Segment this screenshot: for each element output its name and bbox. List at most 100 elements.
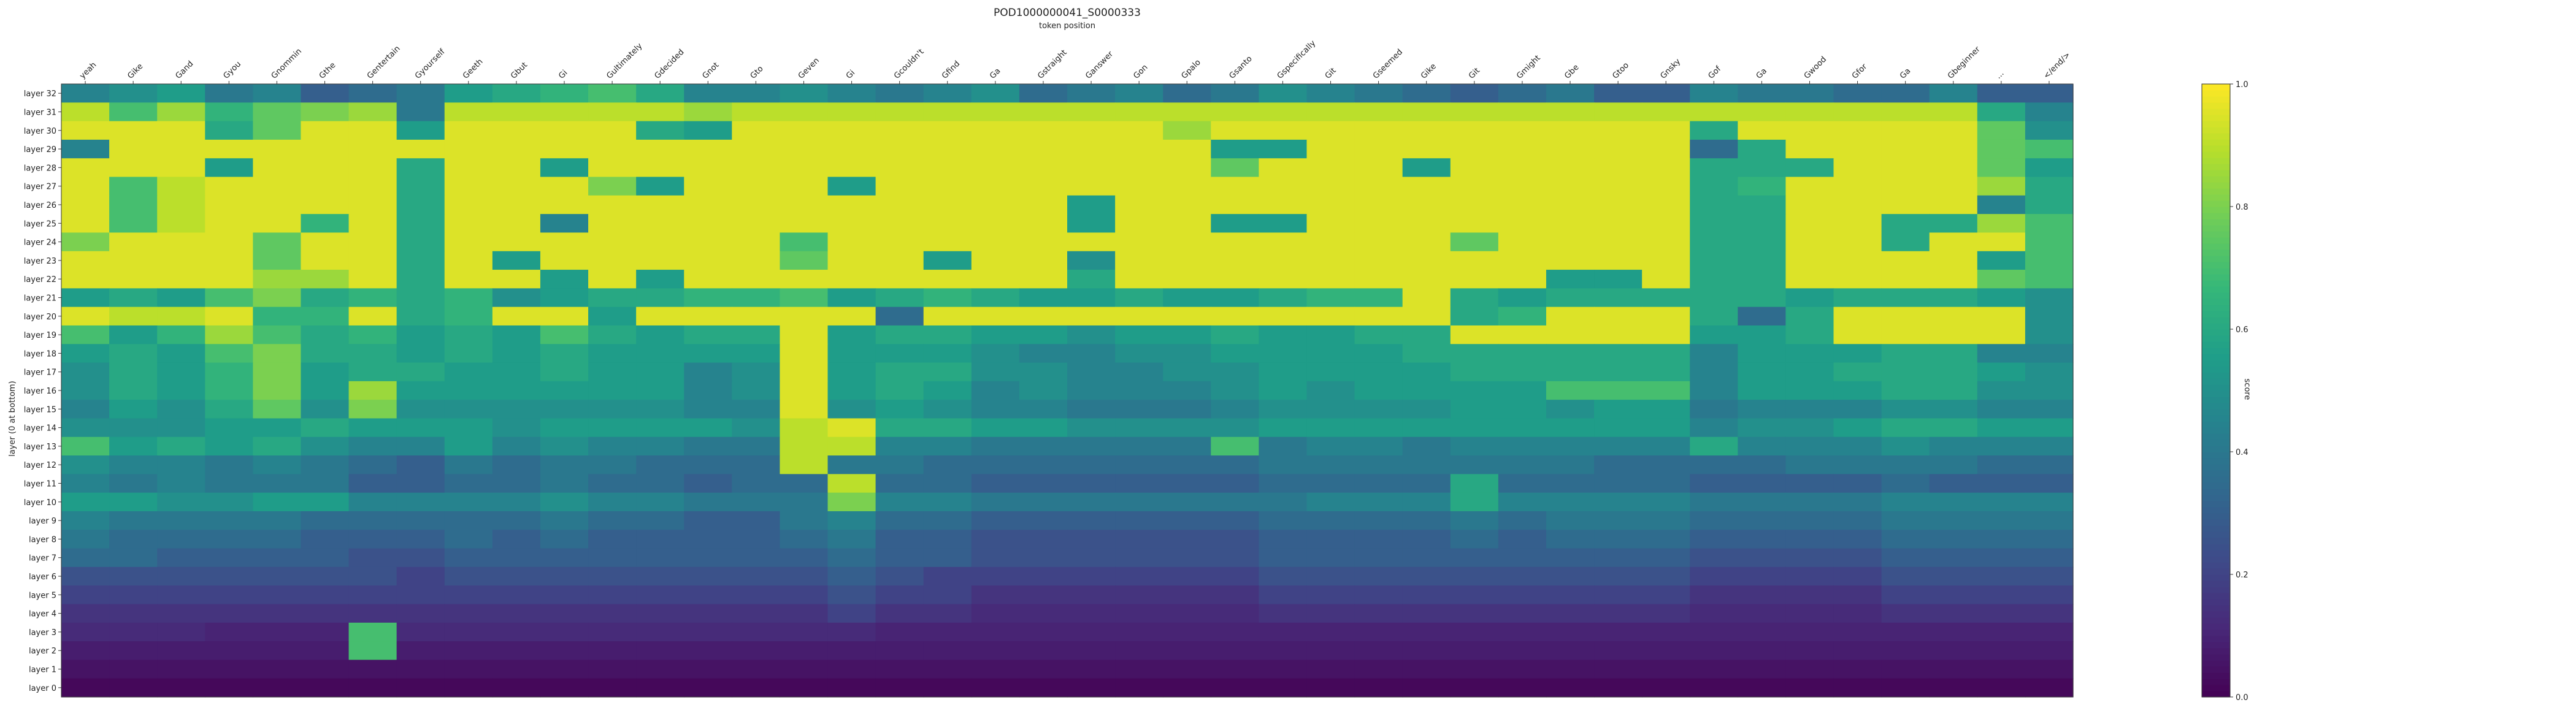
heatmap-cell <box>1881 548 1930 568</box>
heatmap-cell <box>1881 530 1930 549</box>
heatmap-cell <box>923 214 972 234</box>
heatmap-cell <box>684 400 732 419</box>
heatmap-cell <box>1402 84 1451 103</box>
heatmap-cell <box>1594 492 1643 512</box>
heatmap-cell <box>1642 344 1690 364</box>
heatmap-cell <box>780 139 829 159</box>
heatmap-cell <box>1929 139 1978 159</box>
colorbar-segment <box>2202 390 2230 397</box>
heatmap-cell <box>109 84 158 103</box>
heatmap-cell <box>1833 102 1882 122</box>
heatmap-cell <box>1785 548 1834 568</box>
x-tick-label: Gnsky <box>1658 57 1682 81</box>
heatmap-cell <box>1019 511 1068 530</box>
heatmap-cell <box>684 214 732 234</box>
y-tick-label: layer 5 <box>29 591 56 600</box>
heatmap-cell <box>492 511 541 530</box>
heatmap-cell <box>1594 270 1643 289</box>
heatmap-cell <box>1259 177 1308 196</box>
heatmap-cell <box>780 678 829 698</box>
heatmap-cell <box>875 566 924 586</box>
heatmap-cell <box>205 195 253 215</box>
heatmap-cell <box>1259 232 1308 252</box>
heatmap-cell <box>684 270 732 289</box>
colorbar-segment <box>2202 464 2230 471</box>
heatmap-cell <box>1929 84 1978 103</box>
heatmap-cell <box>1402 418 1451 438</box>
heatmap-cell <box>1929 214 1978 234</box>
heatmap-cell <box>1690 102 1738 122</box>
heatmap-cell <box>588 641 637 660</box>
colorbar-tick-label: 1.0 <box>2236 80 2248 89</box>
heatmap-cell <box>1354 585 1403 605</box>
heatmap-cell <box>1211 585 1259 605</box>
heatmap-cell <box>636 678 684 698</box>
heatmap-cell <box>875 604 924 623</box>
heatmap-cell <box>301 84 350 103</box>
heatmap-cell <box>1690 492 1738 512</box>
heatmap-cell <box>780 604 829 623</box>
heatmap-cell <box>780 585 829 605</box>
heatmap-cell <box>1594 362 1643 382</box>
heatmap-cell <box>1833 474 1882 493</box>
heatmap-cell <box>1594 84 1643 103</box>
heatmap-cell <box>1354 474 1403 493</box>
heatmap-cell <box>1163 195 1211 215</box>
heatmap-cell <box>1929 474 1978 493</box>
colorbar-segment <box>2202 544 2230 550</box>
heatmap-cell <box>1450 585 1499 605</box>
heatmap-cell <box>1498 622 1547 642</box>
heatmap-cell <box>492 251 541 270</box>
heatmap-cell <box>1115 344 1163 364</box>
heatmap-cell <box>1642 177 1690 196</box>
colorbar-segment <box>2202 679 2230 685</box>
heatmap-cell <box>1450 232 1499 252</box>
heatmap-cell <box>1642 418 1690 438</box>
x-tick-label: Ga <box>1898 66 1912 80</box>
heatmap-cell <box>348 158 397 178</box>
heatmap-cell <box>444 121 493 140</box>
heatmap-cell <box>1402 121 1451 140</box>
colorbar-segment <box>2202 427 2230 434</box>
heatmap-cell <box>1690 530 1738 549</box>
heatmap-cell <box>1881 511 1930 530</box>
heatmap-cell <box>875 492 924 512</box>
heatmap-cell <box>540 474 589 493</box>
heatmap-cell <box>1067 455 1116 474</box>
heatmap-cell <box>348 251 397 270</box>
heatmap-cell <box>253 455 302 474</box>
heatmap-cell <box>1833 306 1882 326</box>
heatmap-cell <box>1306 84 1355 103</box>
heatmap-cell <box>1498 678 1547 698</box>
heatmap-cell <box>1211 548 1259 568</box>
heatmap-cell <box>923 102 972 122</box>
heatmap-cell <box>1546 530 1595 549</box>
heatmap-cell <box>1067 604 1116 623</box>
heatmap-cell <box>684 362 732 382</box>
heatmap-cell <box>1259 251 1308 270</box>
heatmap-cell <box>109 566 158 586</box>
heatmap-cell <box>348 455 397 474</box>
heatmap-cell <box>1354 492 1403 512</box>
heatmap-cell <box>684 84 732 103</box>
heatmap-cell <box>875 455 924 474</box>
heatmap-cell <box>1259 585 1308 605</box>
heatmap-cell <box>444 325 493 344</box>
heatmap-cell <box>348 678 397 698</box>
heatmap-cell <box>492 325 541 344</box>
heatmap-cell <box>1402 195 1451 215</box>
heatmap-cell <box>1642 195 1690 215</box>
heatmap-cell <box>1498 232 1547 252</box>
heatmap-cell <box>1785 604 1834 623</box>
heatmap-cell <box>253 622 302 642</box>
y-tick-label: layer 7 <box>29 554 56 563</box>
heatmap-cell <box>732 325 781 344</box>
heatmap-cell <box>205 251 253 270</box>
heatmap-cell <box>780 362 829 382</box>
heatmap-cell <box>301 548 350 568</box>
heatmap-cell <box>780 177 829 196</box>
heatmap-cell <box>1019 418 1068 438</box>
heatmap-cell <box>109 585 158 605</box>
heatmap-cell <box>1546 288 1595 308</box>
